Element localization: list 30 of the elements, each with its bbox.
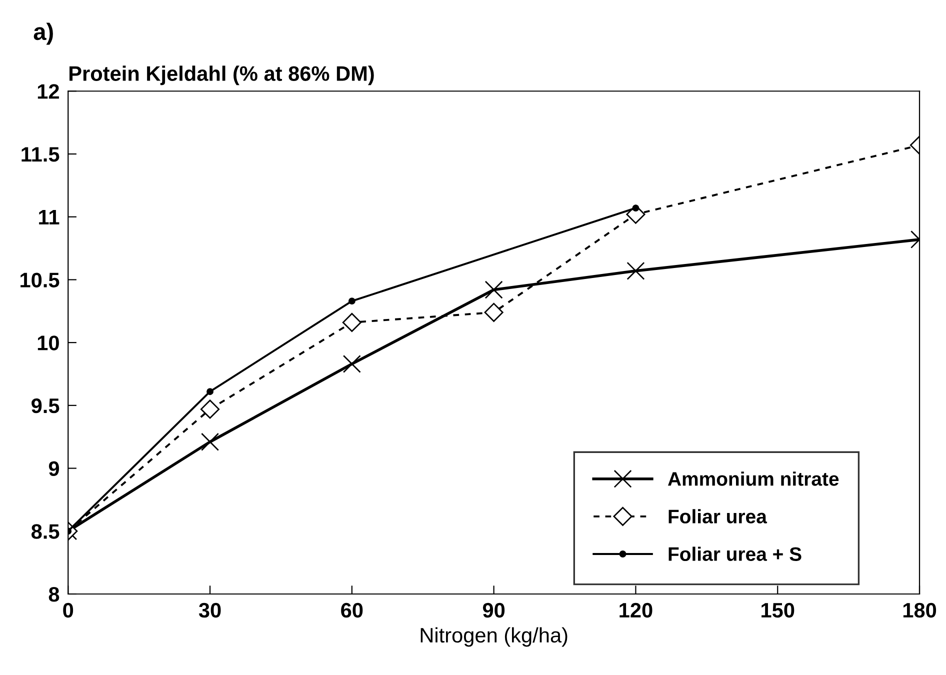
y-axis-title: Protein Kjeldahl (% at 86% DM) [70,66,374,86]
y-tick-label: 12 [38,84,59,99]
y-tick-label: 8 [48,587,60,602]
y-tick-label: 9 [48,461,60,476]
point [342,354,361,373]
y-tick-label: 8.5 [31,524,60,539]
point [348,298,356,305]
y-tick-label: 11.5 [22,147,60,162]
y-tick-label: 11 [39,210,60,224]
x-tick-label: 90 [482,602,505,618]
x-tick-label: 120 [620,602,652,618]
point [484,280,503,299]
point [200,432,220,451]
point [200,400,220,419]
x-tick-label: 180 [903,602,936,618]
x-tick-label: 0 [63,602,74,618]
legend-label: Foliar urea [668,509,768,524]
point [484,302,504,322]
legend-label: Foliar urea + S [668,546,802,561]
y-tick-label: 10 [38,336,59,350]
point [206,388,214,396]
x-tick-label: 30 [198,602,221,618]
legend-label: Ammonium nitrate [668,472,839,486]
y-tick-label: 9.5 [32,398,60,414]
x-tick-label: 60 [341,602,363,618]
point [342,312,362,332]
text: a) [34,22,53,45]
x-axis-title: Nitrogen (kg/ha) [420,627,568,647]
y-tick-label: 10.5 [20,272,60,288]
x-tick-label: 150 [762,602,794,618]
